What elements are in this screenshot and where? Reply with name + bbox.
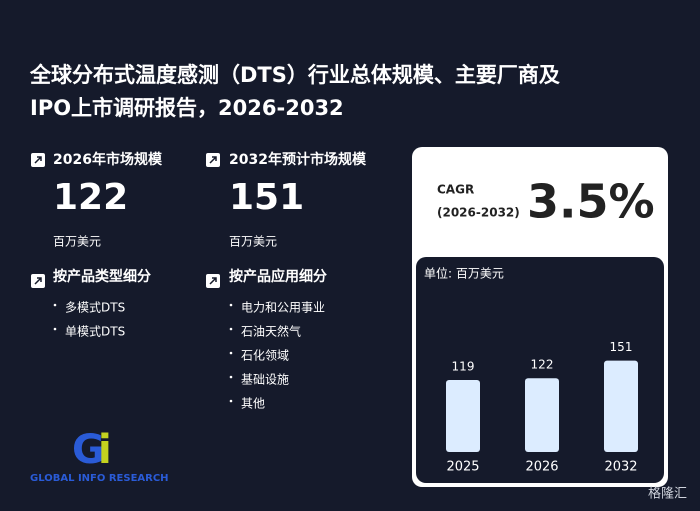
- list-item: 其他: [241, 397, 265, 411]
- stat-value: 122: [53, 177, 128, 218]
- stat-label: 2032年预计市场规模: [229, 151, 367, 168]
- value-label: 151: [610, 340, 633, 354]
- x-tick-label: 2025: [446, 460, 479, 475]
- x-tick-label: 2032: [604, 460, 637, 475]
- list-item: 电力和公用事业: [241, 301, 325, 315]
- bullet: [53, 327, 57, 331]
- cagr-label: CAGR: [437, 183, 474, 197]
- stat-value: 151: [229, 177, 304, 218]
- logo-text: GLOBAL INFO RESEARCH: [30, 473, 169, 484]
- cagr-period: (2026-2032): [437, 206, 520, 220]
- list-item: 基础设施: [241, 373, 289, 387]
- logo-mark: i: [98, 427, 112, 473]
- bullet: [229, 303, 233, 307]
- value-label: 122: [531, 358, 554, 372]
- stat-unit: 百万美元: [53, 235, 101, 249]
- bullet: [229, 375, 233, 379]
- value-label: 119: [452, 360, 475, 374]
- bullet: [53, 303, 57, 307]
- logo-mark: G: [72, 427, 105, 473]
- logo: G i GLOBAL INFO RESEARCH: [30, 427, 169, 484]
- bar: [446, 380, 480, 452]
- chart: 119 2025 122 2026 151 2032: [446, 340, 638, 475]
- list-item: 多模式DTS: [65, 301, 125, 315]
- stat-unit: 百万美元: [229, 235, 277, 249]
- list-item: 单模式DTS: [65, 325, 125, 339]
- bullet: [229, 399, 233, 403]
- section-heading: 按产品应用细分: [229, 268, 327, 285]
- icon: [31, 153, 220, 288]
- bar: [525, 378, 559, 452]
- title: 全球分布式温度感测（DTS）行业总体规模、主要厂商及: [29, 63, 561, 87]
- list-item: 石化领域: [241, 349, 289, 363]
- title: IPO上市调研报告，2026-2032: [30, 96, 344, 120]
- list-item: 石油天然气: [241, 324, 301, 339]
- bullet: [229, 327, 233, 331]
- stat-label: 2026年市场规模: [53, 151, 163, 168]
- section-heading: 按产品类型细分: [53, 268, 151, 285]
- watermark: 格隆汇: [648, 486, 687, 502]
- bar: [604, 360, 638, 452]
- x-tick-label: 2026: [525, 460, 558, 475]
- cagr-value: 3.5%: [527, 175, 655, 229]
- bullet: [229, 351, 233, 355]
- chart-subtitle: 单位: 百万美元: [424, 266, 504, 281]
